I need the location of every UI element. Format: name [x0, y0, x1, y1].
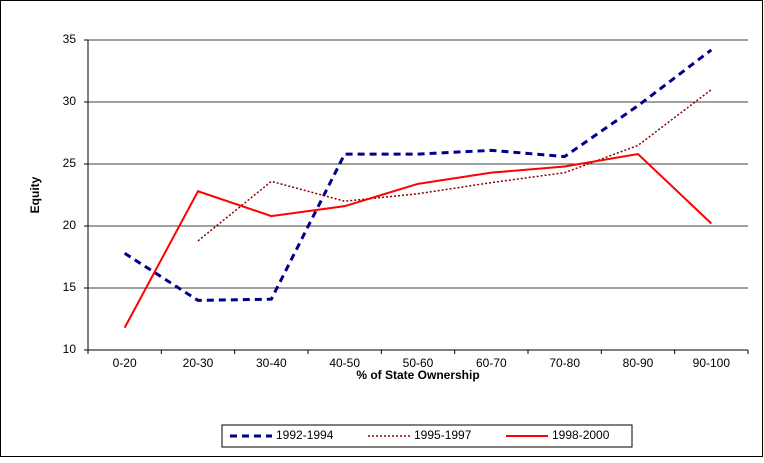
y-tick-label: 35: [63, 32, 77, 46]
y-tick-label: 30: [63, 94, 77, 108]
x-tick-label: 50-60: [403, 356, 434, 370]
y-tick-label: 25: [63, 156, 77, 170]
x-tick-label: 0-20: [113, 356, 137, 370]
legend-label: 1995-1997: [414, 428, 472, 442]
series-line: [123, 48, 713, 302]
x-tick-label: 40-50: [329, 356, 360, 370]
y-tick-label: 20: [63, 218, 77, 232]
legend-label: 1998-2000: [552, 428, 610, 442]
x-tick-label: 80-90: [623, 356, 654, 370]
y-tick-label: 10: [63, 342, 77, 356]
series-line: [197, 89, 712, 242]
x-tick-label: 30-40: [256, 356, 287, 370]
x-tick-label: 90-100: [693, 356, 731, 370]
legend-label: 1992-1994: [276, 428, 334, 442]
x-axis-title: % of State Ownership: [356, 368, 479, 382]
x-tick-label: 70-80: [549, 356, 580, 370]
legend-box: [221, 424, 633, 448]
x-tick-label: 60-70: [476, 356, 507, 370]
y-tick-label: 15: [63, 280, 77, 294]
x-tick-label: 20-30: [183, 356, 214, 370]
y-axis-title: Equity: [28, 176, 42, 213]
series-line: [123, 153, 713, 329]
